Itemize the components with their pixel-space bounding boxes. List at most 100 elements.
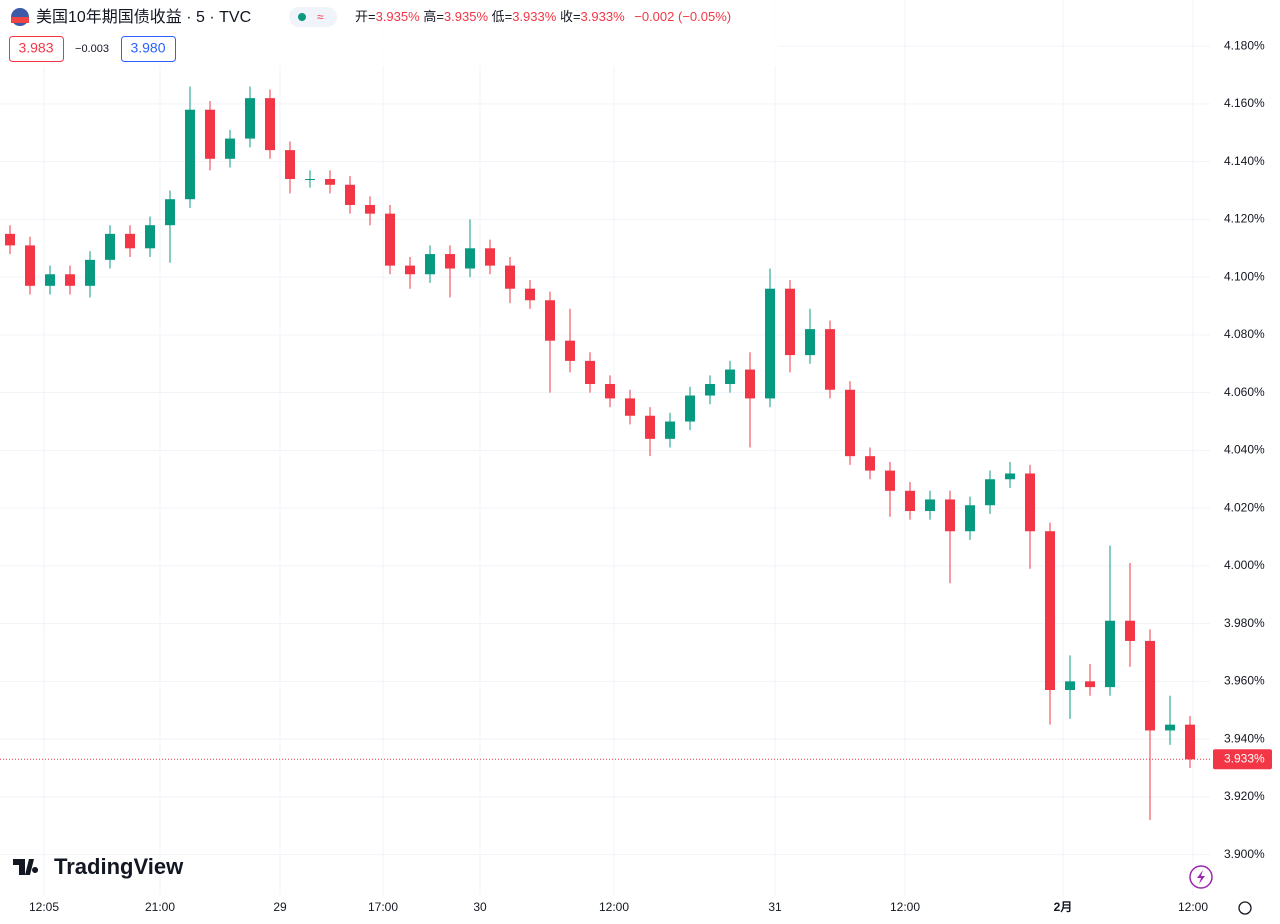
sell-button[interactable] <box>9 36 64 62</box>
candle-body <box>505 265 515 289</box>
market-dot <box>298 13 306 21</box>
candle-body <box>745 369 755 399</box>
candle-body <box>1145 640 1155 731</box>
candle-body <box>705 383 715 396</box>
buy-price: 3.980 <box>130 40 165 56</box>
candle-body <box>985 479 995 506</box>
x-tick-label: 12:00 <box>599 900 629 914</box>
candle-body <box>245 98 255 139</box>
candle-body <box>385 213 395 266</box>
candle-body <box>1085 681 1095 688</box>
candle-body <box>1065 681 1075 691</box>
approx-icon: ≈ <box>317 10 324 24</box>
candle-body <box>85 259 95 286</box>
candle-body <box>925 499 935 512</box>
buy-button[interactable] <box>121 36 176 62</box>
candle-body <box>105 233 115 260</box>
candle-body <box>225 138 235 159</box>
candle-body <box>845 389 855 457</box>
candle-body <box>205 109 215 159</box>
status-pill[interactable] <box>289 7 337 27</box>
y-tick-label: 4.060% <box>1224 385 1265 399</box>
candle-body <box>1045 531 1055 691</box>
candle-body <box>445 254 455 269</box>
candle-body <box>885 470 895 491</box>
candle-body <box>165 199 175 226</box>
candle-body <box>545 300 555 341</box>
y-tick-label: 4.080% <box>1224 327 1265 341</box>
x-tick-label: 17:00 <box>368 900 398 914</box>
candle-body <box>625 398 635 416</box>
y-tick-label: 3.900% <box>1224 847 1265 861</box>
candle-body <box>1005 473 1015 480</box>
y-tick-label: 4.040% <box>1224 443 1265 457</box>
y-tick-label: 4.120% <box>1224 212 1265 226</box>
x-tick-label: 21:00 <box>145 900 175 914</box>
candle-body <box>285 150 295 179</box>
candle-body <box>1025 473 1035 532</box>
candle-body <box>305 179 315 180</box>
candle-body <box>365 204 375 214</box>
candle-body <box>1165 724 1175 731</box>
close-value: 3.933% <box>581 9 626 24</box>
candle-body <box>645 415 655 439</box>
candle-body <box>65 274 75 286</box>
y-tick-label: 3.940% <box>1224 731 1265 745</box>
y-tick-label: 3.980% <box>1224 616 1265 630</box>
close-label: 收= <box>560 9 581 24</box>
candle-body <box>145 225 155 249</box>
candle-body <box>345 184 355 205</box>
y-tick-label: 3.960% <box>1224 674 1265 688</box>
candle-body <box>865 456 875 471</box>
candles <box>5 86 1195 820</box>
candle-body <box>685 395 695 422</box>
x-tick-label: 2月 <box>1054 900 1073 914</box>
low-value: 3.933% <box>512 9 557 24</box>
candle-body <box>725 369 735 384</box>
low-label: 低= <box>492 9 513 24</box>
candle-body <box>605 383 615 399</box>
candle-body <box>1125 620 1135 641</box>
candle-body <box>765 288 775 399</box>
last-price-label: 3.933% <box>1224 751 1265 765</box>
high-label: 高= <box>423 9 444 24</box>
candle-body <box>25 245 35 286</box>
candle-body <box>5 233 15 246</box>
candle-body <box>325 179 335 185</box>
ohlc-legend: 开=3.935% 高=3.935% 低=3.933% 收=3.933% −0.0… <box>355 9 731 24</box>
candle-body <box>665 421 675 439</box>
y-tick-label: 3.920% <box>1224 789 1265 803</box>
x-tick-label: 29 <box>273 900 287 914</box>
grid <box>0 0 1210 895</box>
settings-button[interactable] <box>1238 901 1252 915</box>
open-label: 开= <box>355 9 376 24</box>
candle-body <box>825 329 835 390</box>
y-tick-label: 4.000% <box>1224 558 1265 572</box>
candle-body <box>585 360 595 384</box>
candle-body <box>565 340 575 361</box>
x-tick-label: 30 <box>473 900 487 914</box>
candle-body <box>525 288 535 301</box>
sell-price: 3.983 <box>18 40 53 56</box>
y-tick-label: 4.140% <box>1224 154 1265 168</box>
chart-title: 美国10年期国债收益 · 5 · TVC <box>36 8 251 26</box>
candle-body <box>945 499 955 532</box>
x-tick-label: 12:00 <box>1178 900 1208 914</box>
candle-body <box>265 98 275 151</box>
candle-body <box>485 248 495 266</box>
y-tick-label: 4.020% <box>1224 500 1265 514</box>
x-tick-label: 31 <box>768 900 782 914</box>
high-value: 3.935% <box>444 9 489 24</box>
candle-body <box>805 329 815 356</box>
candle-body <box>965 505 975 532</box>
y-tick-label: 4.160% <box>1224 96 1265 110</box>
candle-body <box>405 265 415 275</box>
logo-text: TradingView <box>54 854 184 879</box>
y-tick-label: 4.180% <box>1224 38 1265 52</box>
x-tick-label: 12:05 <box>29 900 59 914</box>
candle-body <box>905 490 915 512</box>
change-value: −0.002 (−0.05%) <box>634 9 731 24</box>
x-tick-label: 12:00 <box>890 900 920 914</box>
